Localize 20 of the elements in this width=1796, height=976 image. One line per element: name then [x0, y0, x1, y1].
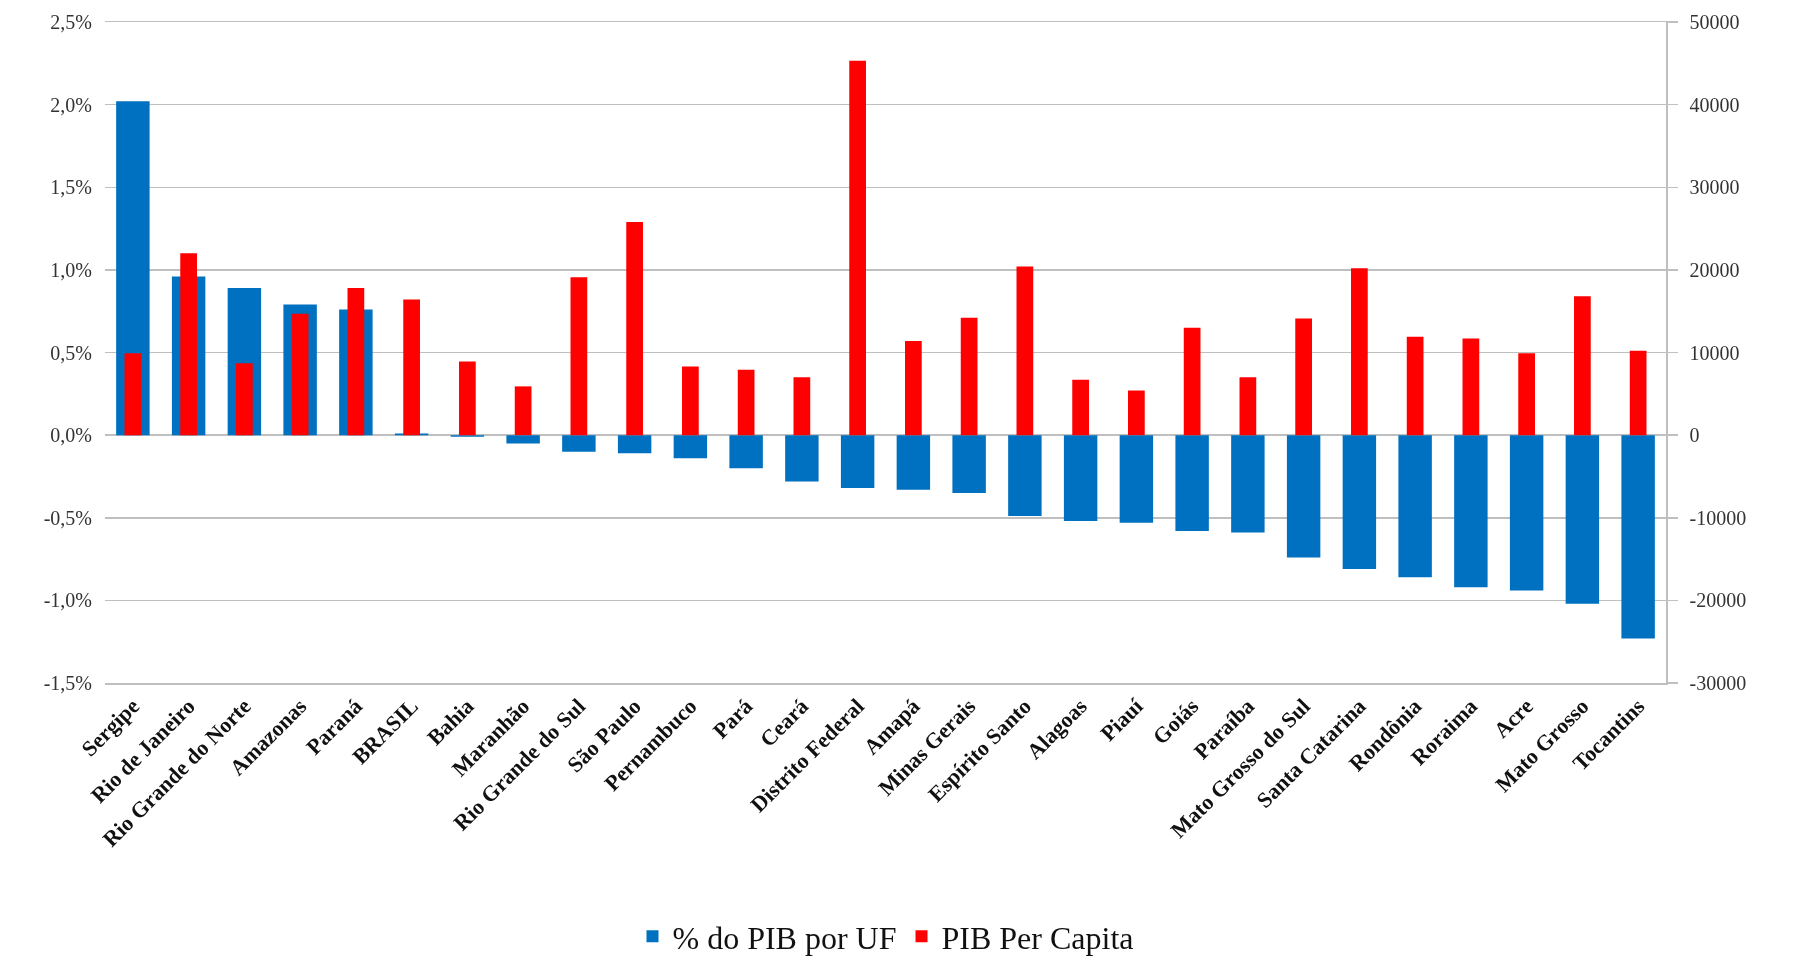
- y-tick-label: 1,5%: [50, 176, 92, 199]
- y-tick-label: -1,5%: [43, 672, 92, 694]
- y2-tick-label: -30000: [1689, 672, 1747, 694]
- y-tick-label: 2,5%: [50, 11, 92, 33]
- y2-tick-label: 30000: [1689, 176, 1740, 199]
- y2-tick-label: 10000: [1689, 341, 1740, 364]
- y-tick-label: 0,0%: [50, 424, 92, 447]
- y2-tick-label: 0: [1689, 424, 1700, 447]
- y-tick-label: 2,0%: [50, 93, 92, 116]
- legend-label: % do PIB por UF: [672, 919, 897, 956]
- y2-tick-label: 50000: [1689, 11, 1740, 33]
- legend-label: PIB Per Capita: [941, 919, 1134, 956]
- y-tick-label: 1,0%: [50, 258, 92, 281]
- y-tick-label: -0,5%: [43, 506, 92, 529]
- y-tick-label: -1,0%: [43, 589, 92, 612]
- y2-tick-label: -20000: [1689, 589, 1747, 612]
- y2-tick-label: 40000: [1689, 93, 1740, 116]
- y2-tick-label: -10000: [1689, 506, 1747, 529]
- y-tick-label: 0,5%: [50, 341, 92, 364]
- y2-tick-label: 20000: [1689, 258, 1740, 281]
